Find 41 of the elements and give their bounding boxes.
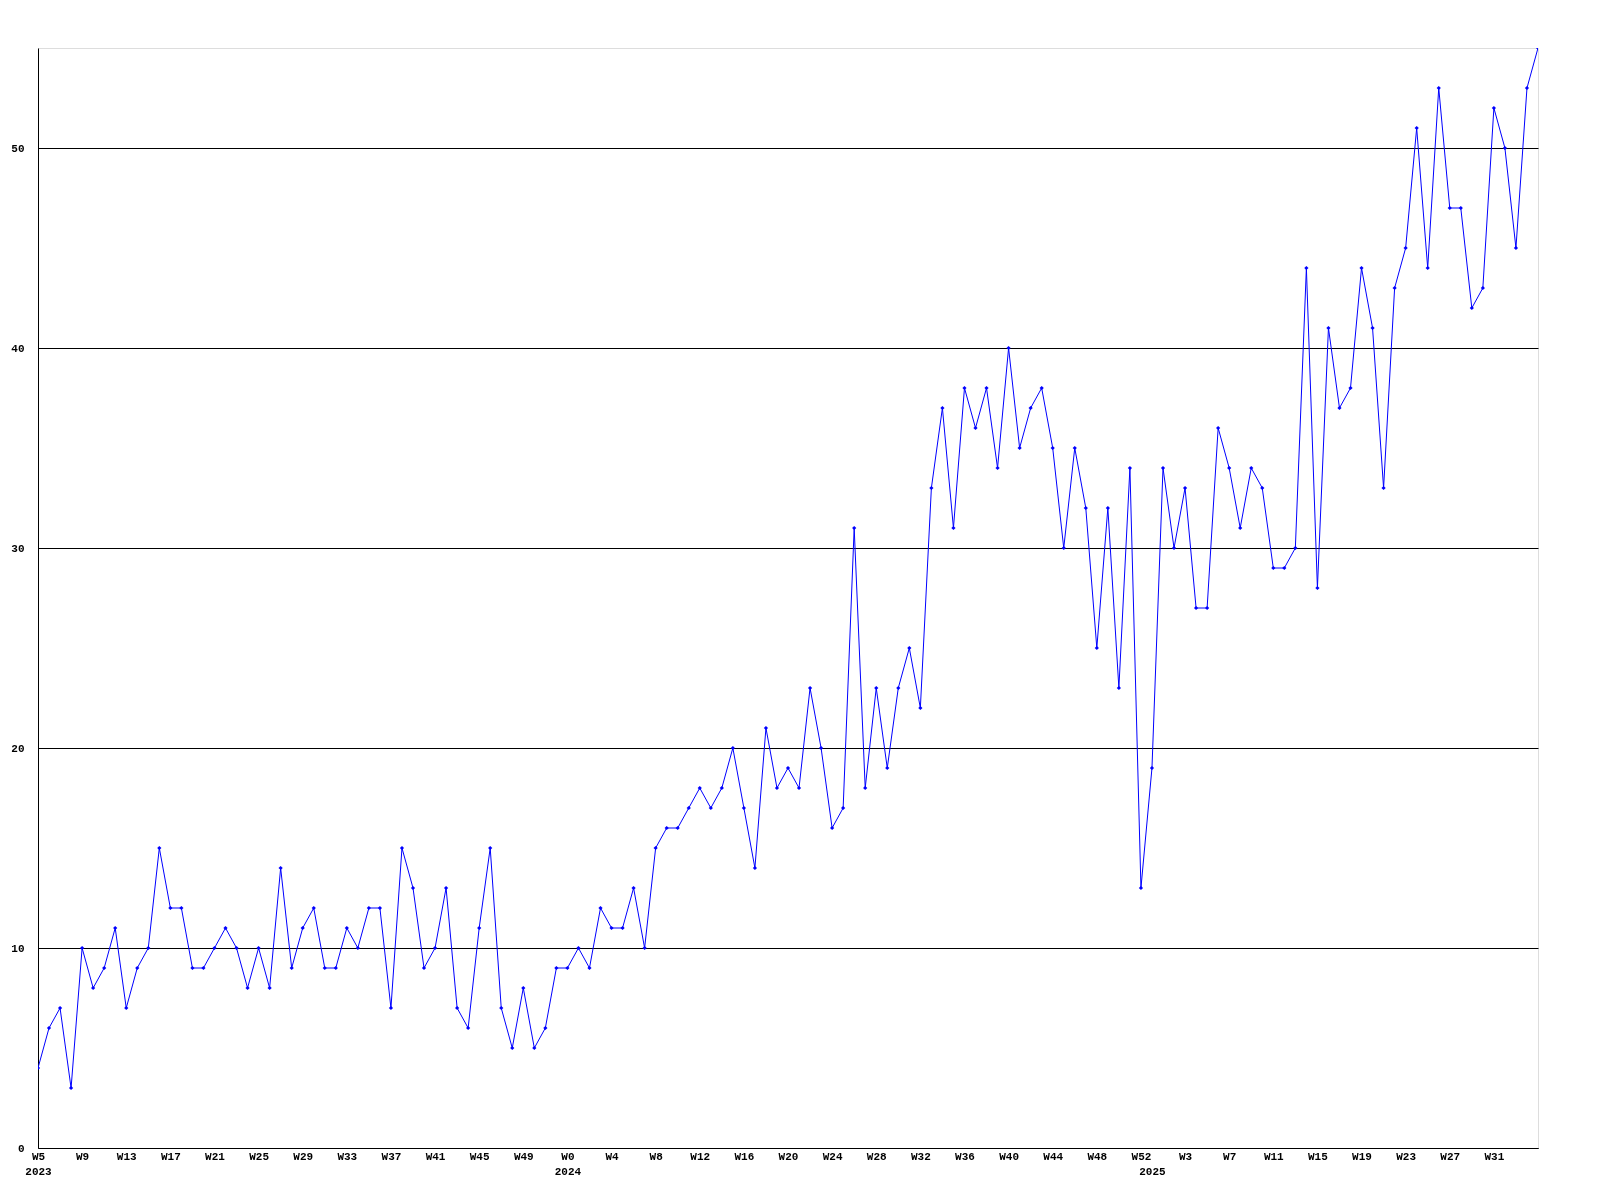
x-tick-label: W41 <box>425 1150 446 1163</box>
y-tick-label: 30 <box>11 542 25 555</box>
x-tick-label: W21 <box>205 1150 226 1163</box>
x-tick-label: W9 <box>76 1150 90 1163</box>
x-tick-label: W33 <box>337 1150 358 1163</box>
x-tick-label: W11 <box>1263 1150 1285 1163</box>
x-tick-label: W5 2023 <box>25 1150 53 1178</box>
x-tick-label: W29 <box>293 1150 314 1163</box>
y-tick-label: 50 <box>11 142 25 155</box>
x-tick-label: W16 <box>734 1150 755 1163</box>
x-tick-label: W0 2024 <box>554 1150 582 1178</box>
x-tick-label: W20 <box>778 1150 799 1163</box>
x-tick-label: W23 <box>1396 1150 1417 1163</box>
y-tick-label: 40 <box>11 342 25 355</box>
x-tick-label: W4 <box>605 1150 620 1163</box>
x-tick-label: W40 <box>999 1150 1019 1163</box>
x-tick-label: W24 <box>822 1150 843 1163</box>
x-tick-label: W25 <box>249 1150 270 1163</box>
y-tick-label: 10 <box>11 942 25 955</box>
x-tick-label: W45 <box>469 1150 490 1163</box>
y-tick-label: 0 <box>17 1142 25 1155</box>
x-tick-label: W44 <box>1043 1150 1064 1163</box>
x-tick-label: W3 <box>1178 1150 1193 1163</box>
x-tick-label: W48 <box>1087 1150 1108 1163</box>
x-tick-label: W37 <box>381 1150 402 1163</box>
x-tick-label: W52 <box>1131 1150 1152 1163</box>
x-tick-label: W17 <box>160 1150 181 1163</box>
x-tick-label: W12 <box>690 1150 711 1163</box>
x-tick-label: W7 <box>1223 1150 1237 1163</box>
x-tick-label: W31 <box>1484 1150 1505 1163</box>
x-tick-label: W49 <box>513 1150 534 1163</box>
x-tick-label: W36 <box>955 1150 975 1163</box>
x-tick-label: W8 <box>649 1150 664 1163</box>
x-tick-label: W27 <box>1440 1150 1461 1163</box>
x-tick-label: W32 <box>910 1150 931 1163</box>
x-tick-label: 2025 <box>1139 1165 1167 1178</box>
x-tick-label: W28 <box>866 1150 888 1163</box>
y-tick-label: 20 <box>11 742 25 755</box>
x-tick-label: W15 <box>1308 1150 1329 1163</box>
x-tick-label: W19 <box>1352 1150 1372 1163</box>
x-tick-label: W13 <box>116 1150 138 1163</box>
